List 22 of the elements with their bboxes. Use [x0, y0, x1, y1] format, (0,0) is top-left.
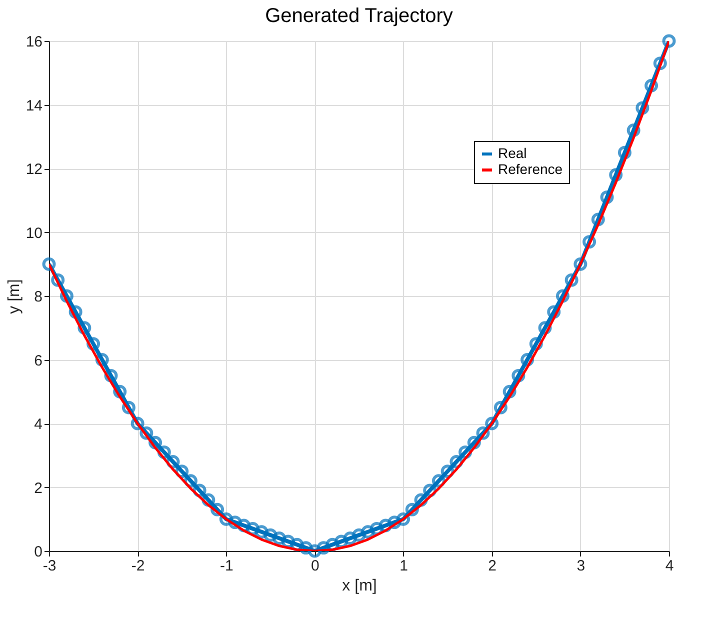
legend-label: Reference [498, 161, 563, 177]
x-tick-label: 1 [400, 558, 408, 574]
y-tick-label: 10 [26, 224, 42, 242]
x-tick-label: 3 [576, 558, 586, 574]
y-axis-title: y [m] [6, 279, 23, 314]
x-tick-label: 2 [488, 558, 497, 574]
x-tick-label: -3 [42, 558, 56, 574]
y-tick-label: 16 [26, 34, 42, 50]
x-tick-label: -2 [131, 558, 145, 574]
legend-label: Real [498, 145, 527, 161]
y-tick-label: 4 [34, 416, 42, 433]
x-tick-label: -1 [220, 558, 234, 574]
x-tick-label: 4 [665, 558, 674, 574]
x-axis-title: x [m] [342, 578, 377, 594]
y-tick-label: 8 [34, 288, 42, 306]
y-tick-label: 2 [34, 480, 42, 497]
x-tick-label: 0 [311, 558, 320, 574]
y-tick-label: 0 [34, 544, 42, 560]
y-tick-label: 12 [26, 161, 42, 178]
y-tick-label: 6 [34, 352, 42, 370]
y-tick-label: 14 [26, 97, 42, 114]
chart-title: Generated Trajectory [265, 4, 453, 27]
